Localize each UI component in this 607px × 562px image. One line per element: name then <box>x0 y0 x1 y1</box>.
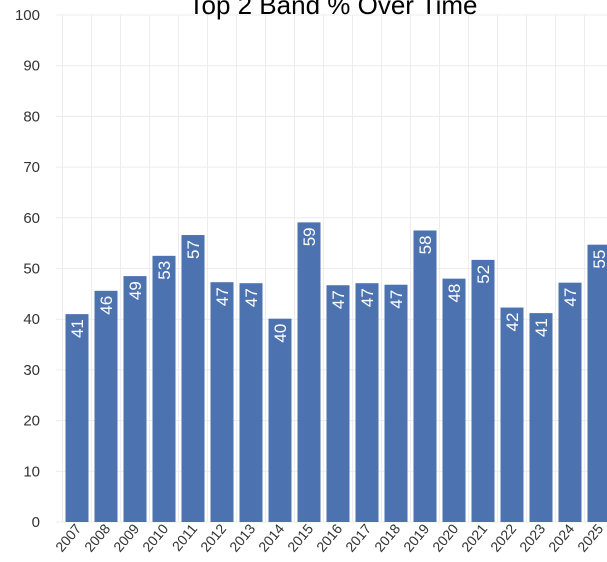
x-axis-ticks: 2007200820092010201120122013201420152016… <box>52 520 606 554</box>
bar-2019 <box>413 230 437 522</box>
y-tick-label: 40 <box>23 311 40 328</box>
y-tick-label: 30 <box>23 362 40 379</box>
bar-2013 <box>239 283 263 522</box>
bar-2008 <box>94 290 118 522</box>
x-tick-label-2023: 2023 <box>516 520 548 554</box>
bar-label-2021: 52 <box>474 265 493 284</box>
bar-label-2008: 46 <box>97 296 116 315</box>
bar-2025 <box>587 244 607 522</box>
y-tick-label: 60 <box>23 210 40 227</box>
x-tick-label-2007: 2007 <box>52 520 84 554</box>
y-tick-label: 70 <box>23 159 40 176</box>
bars <box>65 222 607 522</box>
x-tick-label-2025: 2025 <box>574 520 606 554</box>
y-tick-label: 90 <box>23 58 40 75</box>
bar-2012 <box>210 282 234 522</box>
bar-label-2009: 49 <box>126 281 145 300</box>
x-tick-label-2019: 2019 <box>400 520 432 554</box>
bar-label-2019: 58 <box>416 235 435 254</box>
bar-label-2010: 53 <box>155 261 174 280</box>
bar-2007 <box>65 314 89 522</box>
x-tick-label-2020: 2020 <box>429 520 461 554</box>
bar-2014 <box>268 318 292 522</box>
bar-2011 <box>181 235 205 522</box>
x-tick-label-2012: 2012 <box>197 520 229 554</box>
y-tick-label: 80 <box>23 108 40 125</box>
bar-label-2016: 47 <box>329 290 348 309</box>
chart-title: Top 2 Band % Over Time <box>188 0 477 20</box>
bar-labels: 41 46 49 53 57 47 47 40 59 47 47 47 58 48 52 42 41 47 55 <box>68 227 607 342</box>
bar-2023 <box>529 313 553 522</box>
x-tick-label-2014: 2014 <box>255 520 287 554</box>
x-tick-label-2008: 2008 <box>81 520 113 554</box>
x-tick-label-2016: 2016 <box>313 520 345 554</box>
bar-label-2024: 47 <box>561 288 580 307</box>
bar-2024 <box>558 282 582 522</box>
bar-label-2013: 47 <box>242 288 261 307</box>
bar-label-2015: 59 <box>300 227 319 246</box>
bar-label-2012: 47 <box>213 287 232 306</box>
y-tick-label: 10 <box>23 463 40 480</box>
x-tick-label-2021: 2021 <box>458 520 490 554</box>
bar-2017 <box>355 283 379 522</box>
bar-2018 <box>384 284 408 522</box>
bar-label-2011: 57 <box>184 240 203 259</box>
bar-2022 <box>500 307 524 522</box>
y-tick-label: 20 <box>23 413 40 430</box>
bar-2015 <box>297 222 321 522</box>
grid-lines <box>56 14 607 523</box>
y-tick-label: 50 <box>23 261 40 278</box>
bar-label-2017: 47 <box>358 288 377 307</box>
bar-label-2018: 47 <box>387 290 406 309</box>
y-tick-label: 0 <box>32 514 40 531</box>
bar-label-2023: 41 <box>532 318 551 337</box>
bar-2016 <box>326 285 350 522</box>
x-tick-label-2017: 2017 <box>342 520 374 554</box>
x-tick-label-2018: 2018 <box>371 520 403 554</box>
bar-label-2022: 42 <box>503 313 522 332</box>
bar-2009 <box>123 276 147 522</box>
bar-label-2014: 40 <box>271 324 290 343</box>
x-tick-label-2010: 2010 <box>139 520 171 554</box>
x-tick-label-2009: 2009 <box>110 520 142 554</box>
bar-2020 <box>442 278 466 522</box>
bar-label-2007: 41 <box>68 319 87 338</box>
bar-label-2020: 48 <box>445 284 464 303</box>
x-tick-label-2015: 2015 <box>284 520 316 554</box>
y-tick-label: 100 <box>15 7 40 24</box>
x-tick-label-2024: 2024 <box>545 520 577 554</box>
y-axis-ticks: 0 10 20 30 40 50 60 70 80 90 100 <box>15 7 40 531</box>
x-tick-label-2013: 2013 <box>226 520 258 554</box>
bar-label-2025: 55 <box>590 250 607 269</box>
x-tick-label-2022: 2022 <box>487 520 519 554</box>
x-tick-label-2011: 2011 <box>169 520 201 554</box>
bar-2021 <box>471 259 495 522</box>
bar-2010 <box>152 255 176 522</box>
